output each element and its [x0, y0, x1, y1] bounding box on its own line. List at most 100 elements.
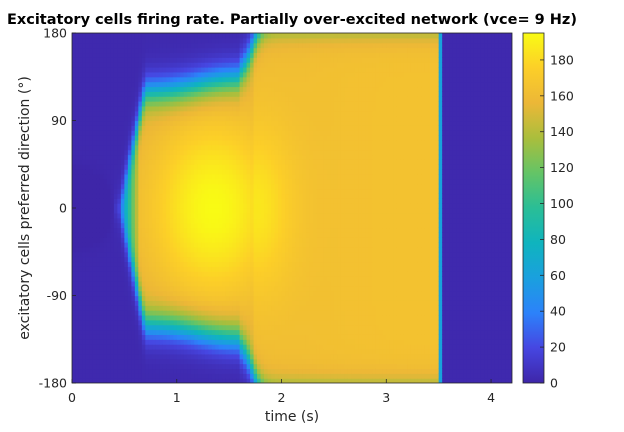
heatmap-cell — [257, 139, 262, 146]
heatmap-cell — [110, 101, 115, 107]
heatmap-cell — [141, 232, 146, 238]
heatmap-cell — [152, 135, 157, 141]
heatmap-cell — [162, 193, 167, 199]
heatmap-cell — [155, 91, 160, 97]
heatmap-cell — [162, 37, 167, 44]
heatmap-cell — [99, 251, 105, 258]
heatmap-cell — [285, 203, 290, 209]
heatmap-cell — [243, 285, 248, 292]
heatmap-cell — [236, 33, 241, 39]
heatmap-cell — [260, 144, 265, 151]
heatmap-cell — [253, 130, 258, 136]
heatmap-cell — [162, 42, 167, 49]
heatmap-cell — [180, 193, 185, 199]
heatmap-cell — [281, 86, 286, 92]
heatmap-cell — [264, 246, 269, 253]
heatmap-cell — [187, 178, 192, 185]
heatmap-cell — [187, 183, 192, 190]
heatmap-cell — [124, 144, 129, 151]
heatmap-cell — [117, 173, 122, 180]
heatmap-cell — [159, 212, 164, 219]
heatmap-cell — [239, 125, 244, 131]
heatmap-cell — [260, 280, 265, 287]
heatmap-cell — [260, 115, 265, 122]
heatmap-cell — [194, 339, 199, 345]
heatmap-cell — [176, 217, 181, 224]
heatmap-cell — [292, 96, 297, 102]
heatmap-cell — [180, 237, 185, 243]
heatmap-cell — [194, 251, 199, 258]
heatmap-cell — [288, 154, 293, 160]
heatmap-cell — [106, 232, 112, 238]
heatmap-cell — [253, 295, 258, 301]
heatmap-cell — [103, 285, 108, 292]
heatmap-cell — [159, 149, 164, 156]
heatmap-cell — [229, 348, 234, 355]
heatmap-cell — [236, 173, 241, 180]
heatmap-cell — [278, 139, 283, 146]
heatmap-cell — [173, 81, 178, 88]
heatmap-cell — [106, 81, 112, 88]
heatmap-cell — [124, 52, 129, 58]
heatmap-cell — [103, 227, 108, 233]
heatmap-cell — [155, 261, 160, 267]
heatmap-cell — [117, 105, 122, 112]
heatmap-cell — [190, 115, 195, 122]
heatmap-cell — [211, 86, 216, 92]
heatmap-cell — [239, 271, 244, 277]
heatmap-cell — [155, 368, 160, 374]
heatmap-cell — [302, 300, 307, 306]
heatmap-cell — [78, 334, 84, 340]
heatmap-cell — [110, 266, 115, 272]
heatmap-cell — [124, 154, 129, 160]
heatmap-cell — [281, 105, 286, 112]
heatmap-cell — [145, 169, 150, 175]
heatmap-cell — [243, 193, 248, 199]
heatmap-cell — [106, 242, 112, 248]
heatmap-cell — [225, 246, 230, 253]
heatmap-cell — [309, 368, 314, 374]
heatmap-cell — [292, 173, 297, 180]
heatmap-cell — [117, 353, 122, 360]
heatmap-cell — [222, 208, 227, 214]
heatmap-cell — [152, 86, 157, 92]
heatmap-cell — [215, 290, 220, 297]
heatmap-cell — [295, 324, 300, 331]
heatmap-cell — [183, 86, 188, 92]
heatmap-cell — [155, 81, 160, 88]
heatmap-cell — [208, 261, 213, 267]
heatmap-cell — [131, 198, 136, 204]
heatmap-cell — [169, 319, 174, 326]
heatmap-cell — [253, 37, 258, 44]
heatmap-cell — [134, 96, 139, 102]
heatmap-cell — [197, 115, 202, 122]
heatmap-cell — [271, 71, 276, 78]
heatmap-cell — [99, 173, 105, 180]
heatmap-cell — [138, 276, 143, 282]
heatmap-cell — [183, 173, 188, 180]
heatmap-cell — [78, 222, 84, 229]
heatmap-cell — [197, 105, 202, 112]
heatmap-cell — [138, 271, 143, 277]
heatmap-cell — [257, 232, 262, 238]
heatmap-cell — [253, 363, 258, 370]
heatmap-cell — [264, 47, 269, 54]
heatmap-cell — [162, 91, 167, 97]
heatmap-cell — [162, 76, 167, 83]
heatmap-cell — [72, 101, 77, 107]
heatmap-cell — [176, 232, 181, 238]
heatmap-cell — [190, 110, 195, 117]
heatmap-cell — [159, 251, 164, 258]
heatmap-cell — [211, 178, 216, 185]
heatmap-cell — [201, 178, 206, 185]
heatmap-cell — [215, 203, 220, 209]
heatmap-cell — [82, 242, 87, 248]
heatmap-cell — [197, 193, 202, 199]
heatmap-cell — [253, 135, 258, 141]
heatmap-cell — [197, 290, 202, 297]
heatmap-cell — [260, 222, 265, 229]
heatmap-cell — [148, 334, 153, 340]
heatmap-cell — [309, 246, 314, 253]
heatmap-cell — [183, 348, 188, 355]
heatmap-cell — [208, 227, 213, 233]
